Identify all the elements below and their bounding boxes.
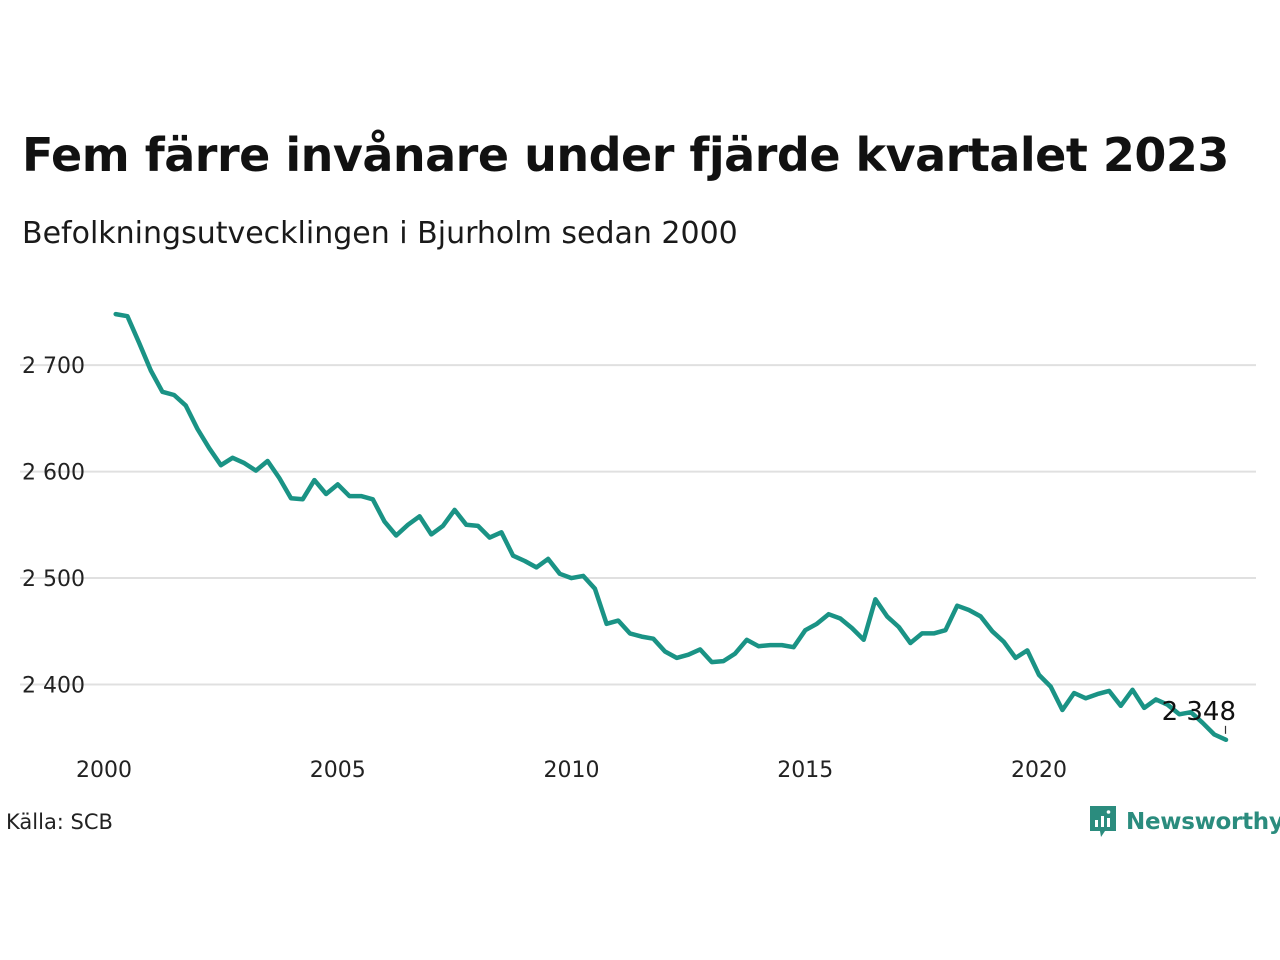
x-tick-label: 2015 xyxy=(777,758,833,783)
y-tick-label: 2 700 xyxy=(22,354,85,379)
end-value-label: 2 348 xyxy=(1162,697,1236,727)
logo-text: Newsworthy xyxy=(1126,809,1280,835)
newsworthy-icon xyxy=(1090,806,1116,837)
x-tick-label: 2000 xyxy=(76,758,132,783)
chart-subtitle: Befolkningsutvecklingen i Bjurholm sedan… xyxy=(22,216,738,251)
y-tick-label: 2 500 xyxy=(22,567,85,592)
y-tick-label: 2 400 xyxy=(22,673,85,698)
x-tick-label: 2020 xyxy=(1011,758,1067,783)
series-line xyxy=(113,311,1229,743)
x-tick-label: 2010 xyxy=(544,758,600,783)
y-tick-label: 2 600 xyxy=(22,461,85,486)
source-label: Källa: SCB xyxy=(6,810,113,834)
newsworthy-logo[interactable]: Newsworthy xyxy=(1088,804,1280,840)
chart-title: Fem färre invånare under fjärde kvartale… xyxy=(22,128,1229,182)
x-tick-label: 2005 xyxy=(310,758,366,783)
